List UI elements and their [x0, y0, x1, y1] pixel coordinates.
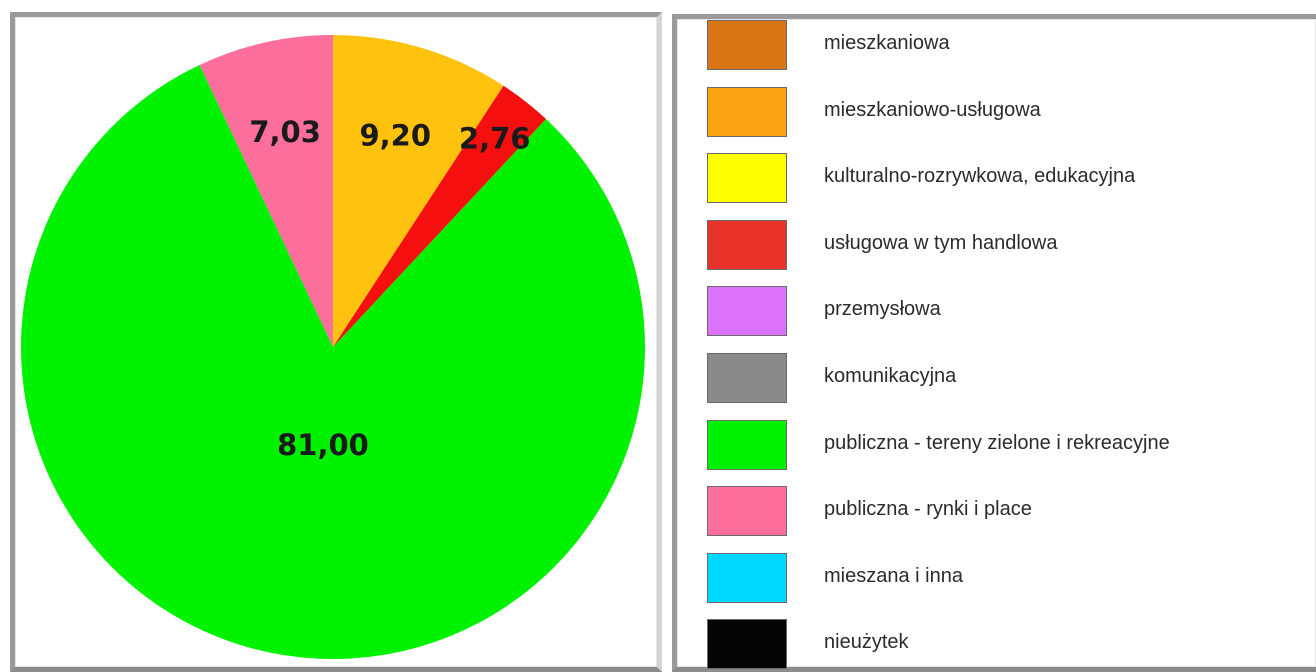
legend-item: kulturalno-rozrywkowa, edukacyjna	[703, 153, 1303, 205]
legend-swatch	[707, 619, 787, 670]
legend-swatch	[707, 486, 787, 537]
legend-label: mieszana i inna	[824, 564, 963, 587]
pie-slice-9-20	[333, 35, 504, 347]
pie-chart: 9,20 2,76 81,00 7,03	[20, 35, 646, 660]
legend-label: usługowa w tym handlowa	[824, 231, 1058, 254]
pie-slice-2-76	[333, 85, 547, 347]
legend-swatch	[707, 219, 787, 270]
slice-value-label: 81,00	[277, 428, 369, 462]
legend-item: nieużytek	[703, 619, 1303, 671]
pie-chart-panel: 9,20 2,76 81,00 7,03	[10, 12, 662, 672]
legend-swatch	[707, 20, 787, 70]
legend-label: publiczna - tereny zielone i rekreacyjne	[824, 431, 1170, 454]
legend-item: publiczna - rynki i place	[703, 486, 1303, 538]
pie-slice-7-03	[199, 35, 333, 347]
pie-slice-81-00	[20, 64, 646, 660]
legend-label: mieszkaniowo-usługowa	[824, 98, 1041, 121]
legend-item: usługowa w tym handlowa	[703, 219, 1303, 272]
legend-label: publiczna - rynki i place	[824, 498, 1032, 521]
legend-label: przemysłowa	[824, 298, 941, 321]
legend-label: mieszkaniowa	[824, 32, 950, 54]
legend-label: nieużytek	[824, 631, 909, 654]
legend-label: kulturalno-rozrywkowa, edukacyjna	[824, 165, 1136, 188]
legend-swatch	[707, 153, 787, 204]
slice-value-label: 7,03	[249, 115, 321, 149]
legend-panel: mieszkaniowa mieszkaniowo-usługowa kultura…	[672, 14, 1316, 672]
legend-swatch	[707, 419, 787, 470]
legend-swatch	[707, 86, 787, 137]
legend-item: komunikacyjna	[703, 353, 1303, 405]
slice-value-label: 9,20	[359, 119, 431, 153]
legend-item: publiczna - tereny zielone i rekreacyjne	[703, 419, 1303, 472]
legend-item: mieszkaniowa	[703, 20, 1303, 72]
legend-swatch	[707, 286, 787, 337]
legend-item: mieszana i inna	[703, 552, 1303, 605]
legend-swatch	[707, 552, 787, 603]
legend-item: przemysłowa	[703, 286, 1303, 338]
legend-label: komunikacyjna	[824, 365, 957, 387]
slice-value-label: 2,76	[459, 122, 531, 156]
legend-swatch	[707, 353, 787, 403]
legend-item: mieszkaniowo-usługowa	[703, 86, 1303, 139]
